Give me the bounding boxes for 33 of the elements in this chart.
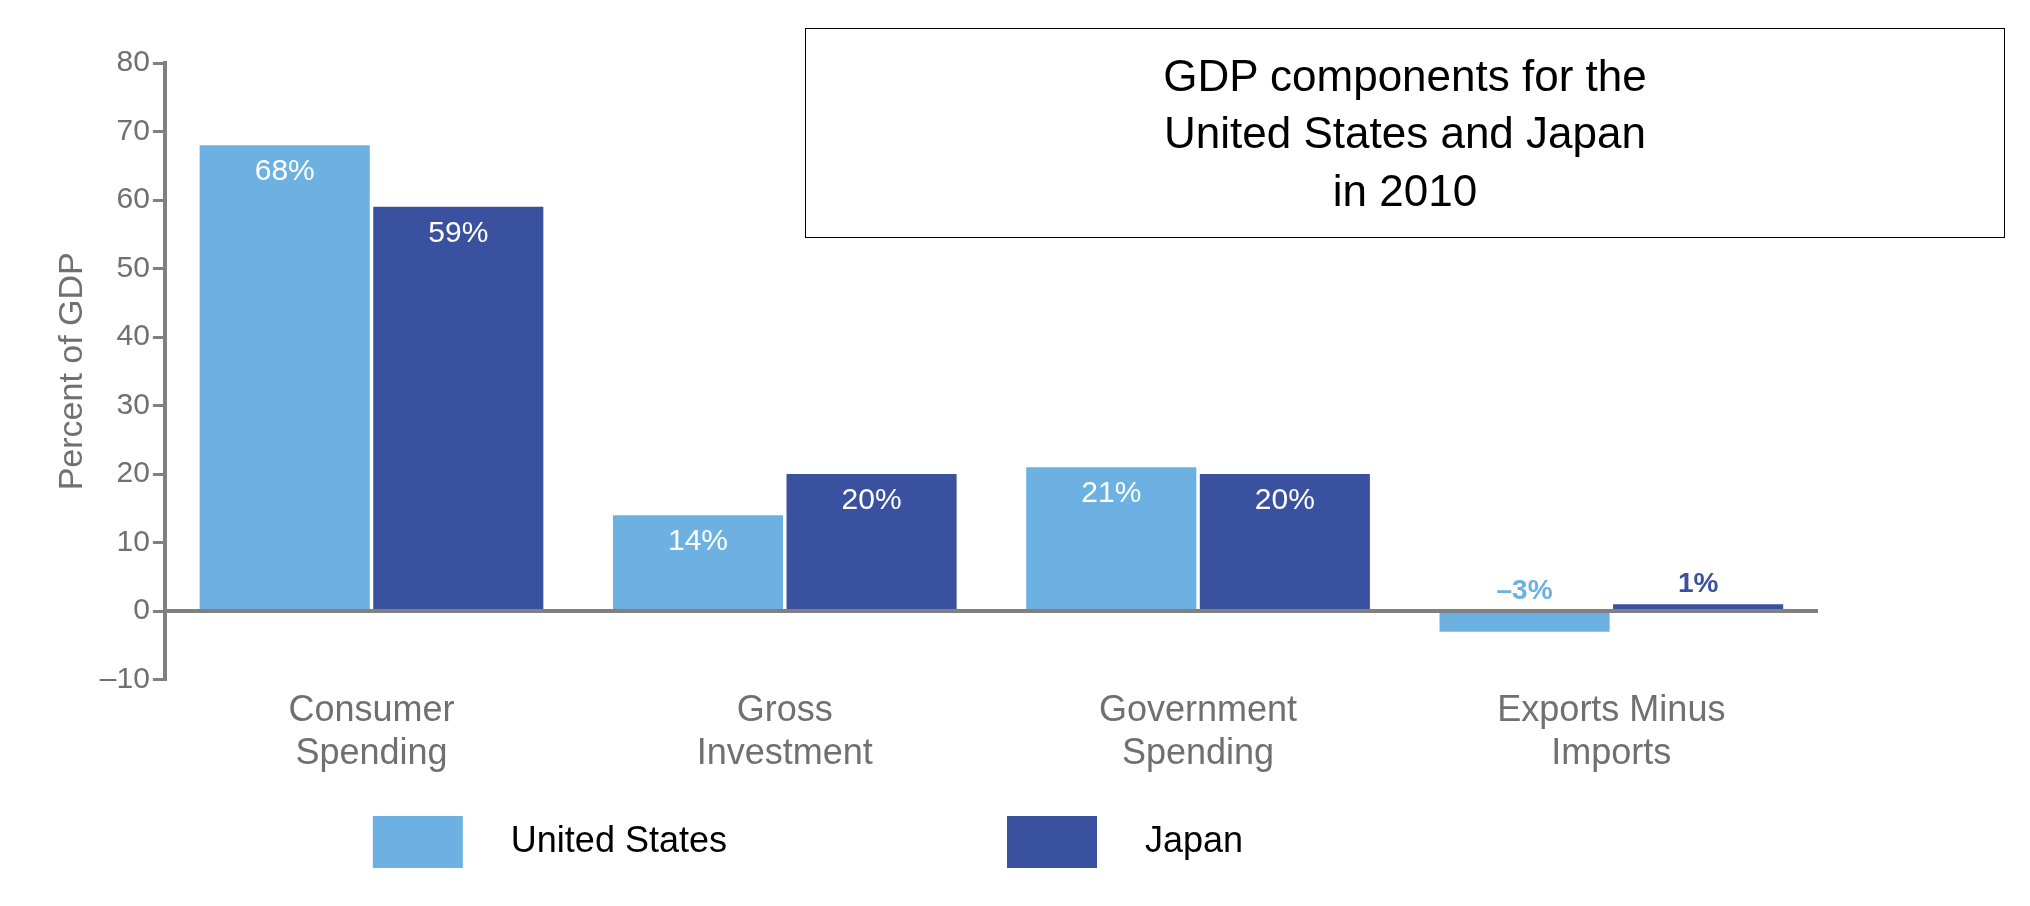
data-label: 59%	[428, 215, 489, 249]
bar	[1439, 612, 1610, 632]
data-label: 20%	[1254, 482, 1315, 516]
y-tick-label: 70	[116, 112, 150, 146]
legend-label: Japan	[1115, 818, 1494, 860]
data-label: –3%	[1496, 573, 1553, 605]
legend-label: United States	[480, 818, 978, 860]
x-tick-label: Exports Minus Imports	[1497, 688, 1726, 773]
x-tick-label: Gross Investment	[696, 688, 873, 773]
y-tick-label: 10	[116, 523, 150, 557]
data-label: 1%	[1677, 566, 1719, 598]
data-label: 68%	[254, 153, 315, 187]
y-tick-label: 0	[133, 592, 150, 626]
bar	[373, 206, 544, 610]
y-tick-label: 20	[116, 455, 150, 489]
bar	[786, 474, 957, 610]
y-axis-title: Percent of GDP	[50, 252, 89, 491]
y-tick-label: 80	[116, 44, 150, 78]
y-tick-label: 40	[116, 318, 150, 352]
bar	[1026, 467, 1197, 610]
data-label: 14%	[667, 523, 729, 557]
data-label: 21%	[1081, 475, 1142, 509]
bar	[199, 145, 370, 610]
y-tick-label: –10	[99, 660, 150, 694]
data-label: 20%	[841, 482, 902, 516]
bar	[1199, 474, 1370, 610]
bar	[1613, 604, 1784, 610]
bar	[612, 515, 784, 610]
y-tick-label: 60	[116, 181, 150, 215]
x-tick-label: Government Spending	[1099, 688, 1298, 773]
y-tick-label: 50	[116, 249, 150, 283]
x-tick-label: Consumer Spending	[288, 688, 455, 773]
y-tick-label: 30	[116, 386, 150, 420]
